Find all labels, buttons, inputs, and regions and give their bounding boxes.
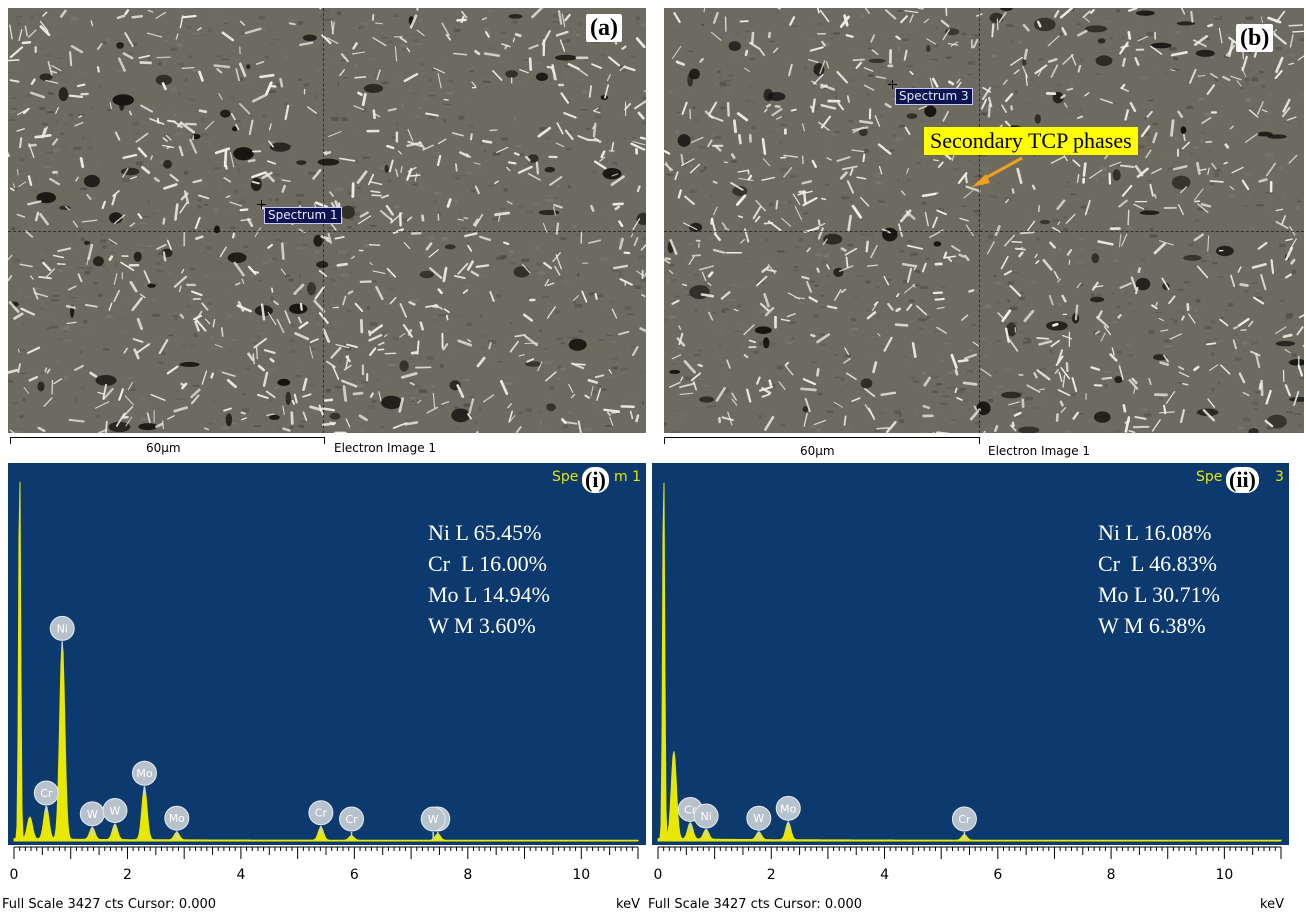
scale-bar-b	[664, 437, 980, 444]
spectrum-title-ii-right: 3	[1275, 469, 1284, 485]
eds-plot-i: CrNiWWMoMoCrCrNiW	[13, 481, 639, 842]
unit-label-i: keV	[616, 897, 640, 912]
peak-label-text: Cr	[315, 807, 328, 820]
spectrum-1-label: Spectrum 1	[264, 207, 342, 224]
peak-label-cr: Cr	[308, 800, 334, 835]
sem-texture-b	[664, 8, 1304, 433]
spectrum-trace	[13, 481, 639, 842]
x-tick-label: 10	[1215, 867, 1233, 883]
peak-label-text: Cr	[345, 813, 358, 826]
spectrum-trace	[657, 482, 1282, 842]
crosshair-line-h-a	[8, 231, 646, 232]
composition-w: W M 6.38%	[1098, 613, 1206, 638]
eds-spectrum-ii: Cr Ni W Mo Cr	[652, 463, 1289, 845]
spectrum-title-ii-left: Spe	[1196, 469, 1223, 485]
spectrum-1-marker	[257, 200, 266, 209]
composition-mo: Mo L 14.94%	[428, 582, 551, 607]
electron-image-label-a: Electron Image 1	[334, 441, 437, 455]
crosshair-line-v-b	[979, 8, 980, 433]
peak-label-w: W	[79, 801, 105, 836]
scale-bar-a	[10, 437, 325, 444]
footer-ii: Full Scale 3427 cts Cursor: 0.000	[648, 897, 863, 912]
composition-mo: Mo L 30.71%	[1098, 582, 1221, 607]
composition-ni: Ni L 16.08%	[1098, 520, 1212, 545]
peak-label-text: W	[753, 812, 764, 825]
peak-label-text: Cr	[40, 787, 53, 800]
sem-image-b	[664, 8, 1304, 433]
x-tick-label: 2	[767, 867, 776, 883]
x-axis-i: 0 2 4 6 8 10	[10, 846, 639, 883]
spectrum-title-i-left: Spe	[552, 469, 579, 485]
peak-label-cr: Cr	[33, 780, 59, 815]
x-tick-label: 10	[572, 867, 590, 883]
unit-label-ii: keV	[1260, 897, 1284, 912]
spectrum-3-label: Spectrum 3	[895, 88, 973, 105]
peak-label-mo: Mo	[164, 805, 190, 841]
peak-label-text: Cr	[684, 803, 697, 816]
composition-list-ii: Ni L 16.08% Cr L 46.83% Mo L 30.71% W M …	[1098, 517, 1220, 641]
peak-label-text: Mo	[169, 812, 185, 825]
x-tick-label: 8	[463, 867, 472, 883]
x-tick-label: 0	[654, 867, 663, 883]
x-axis-ii: 0 2 4 6 8 10	[654, 846, 1282, 883]
panel-letter-a: (a)	[586, 14, 622, 42]
crosshair-line-h-b	[664, 231, 1304, 232]
peak-label-text: Ni	[57, 622, 68, 635]
peak-label-cr: Cr	[951, 806, 977, 841]
peak-label-text: Mo	[136, 767, 152, 780]
x-tick-label: 4	[880, 867, 889, 883]
callout-arrow	[972, 156, 1023, 187]
x-tick-label: 8	[1107, 867, 1116, 883]
peak-label-ni: Ni	[693, 803, 719, 839]
spectrum-3-marker	[888, 80, 897, 89]
peak-label-text: Cr	[958, 813, 971, 826]
panel-letter-b: (b)	[1236, 24, 1274, 52]
peak-label-mo: Mo	[775, 795, 801, 831]
scale-label-b: 60µm	[800, 444, 835, 458]
x-tick-label: 2	[123, 867, 132, 883]
composition-w: W M 3.60%	[428, 613, 536, 638]
peak-label-cr: Cr	[339, 806, 365, 841]
spectrum-title-i-right: m 1	[614, 469, 641, 485]
peak-label-text: W	[428, 813, 439, 826]
peak-label-text: Ni	[700, 810, 711, 823]
peak-label-w: W	[102, 798, 128, 833]
x-tick-label: 6	[993, 867, 1002, 883]
peak-label-text: W	[87, 808, 98, 821]
composition-ni: Ni L 65.45%	[428, 520, 542, 545]
panel-letter-ii: (ii)	[1226, 467, 1259, 493]
panel-letter-i: (i)	[582, 467, 609, 493]
secondary-tcp-callout: Secondary TCP phases	[924, 127, 1138, 155]
x-tick-label: 6	[350, 867, 359, 883]
electron-image-label-b: Electron Image 1	[988, 444, 1091, 458]
scale-label-a: 60µm	[146, 441, 181, 455]
composition-cr: Cr L 46.83%	[1098, 551, 1217, 576]
footer-i: Full Scale 3427 cts Cursor: 0.000	[2, 897, 217, 912]
peak-label-ni: Ni	[49, 615, 75, 651]
peak-label-w: W	[420, 806, 446, 841]
peak-label-text: Mo	[780, 802, 796, 815]
composition-list-i: Ni L 65.45% Cr L 16.00% Mo L 14.94% W M …	[428, 517, 550, 641]
composition-cr: Cr L 16.00%	[428, 551, 547, 576]
peak-label-mo: Mo	[131, 760, 157, 796]
x-tick-label: 0	[10, 867, 19, 883]
peak-label-text: W	[110, 805, 121, 818]
peak-label-w: W	[746, 805, 772, 841]
eds-spectrum-i: CrNiWWMoMoCrCrNiW	[8, 463, 646, 845]
x-tick-label: 4	[236, 867, 245, 883]
